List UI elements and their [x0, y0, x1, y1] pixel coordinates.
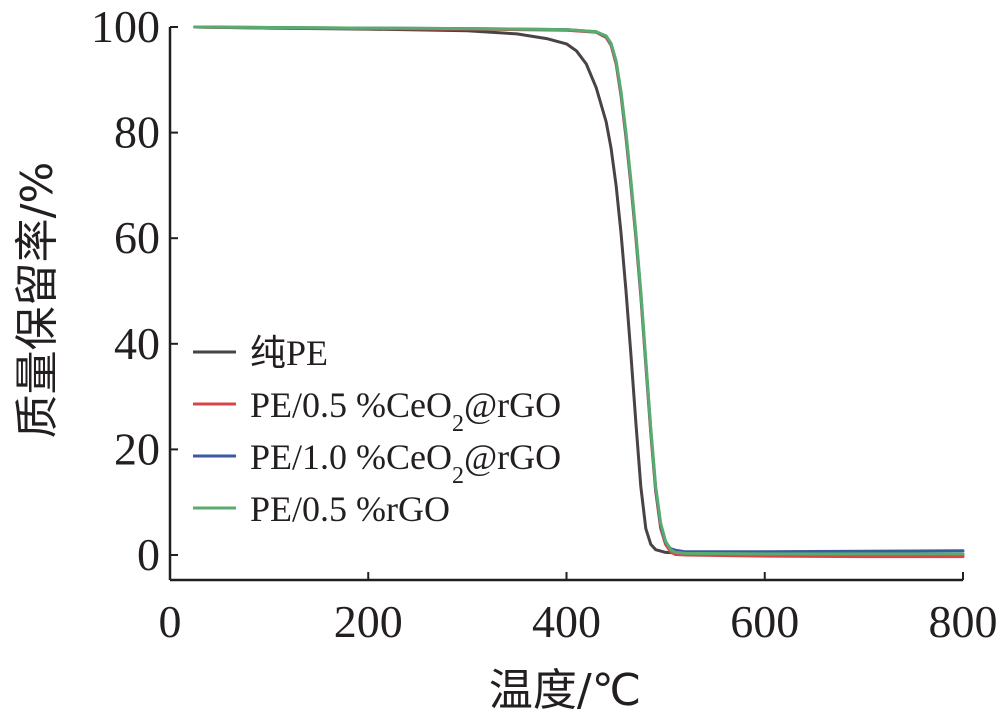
x-tick-label: 400 [532, 596, 601, 647]
legend-label-2: PE/0.5 %CeO2@rGO [250, 385, 561, 437]
legend-label-4: PE/0.5 %rGO [250, 489, 450, 529]
x-tick-label: 200 [334, 596, 403, 647]
x-tick-label: 800 [929, 596, 998, 647]
legend-label-1: 纯PE [250, 333, 328, 373]
series-line-4 [193, 25, 965, 556]
series-line-2 [193, 25, 965, 559]
x-tick-label: 600 [730, 596, 799, 647]
y-tick-label: 80 [114, 107, 160, 158]
series-line-1 [193, 25, 965, 556]
x-axis-ticks: 0 200 400 600 800 [159, 572, 998, 647]
legend-label-3: PE/1.0 %CeO2@rGO [250, 437, 561, 489]
y-tick-label: 60 [114, 212, 160, 263]
series-lines [193, 25, 965, 559]
y-tick-label: 100 [91, 1, 160, 52]
x-axis-title: 温度/℃ [489, 665, 641, 716]
y-tick-label: 0 [137, 529, 160, 580]
x-tick-label: 0 [159, 596, 182, 647]
y-axis-title: 质量保留率/% [12, 162, 63, 439]
y-axis-ticks: 0 20 40 60 80 100 [91, 1, 178, 580]
y-tick-label: 20 [114, 423, 160, 474]
y-tick-label: 40 [114, 318, 160, 369]
